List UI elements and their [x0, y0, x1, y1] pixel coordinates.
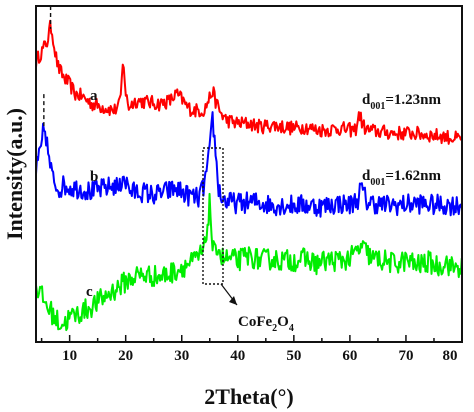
cofe2o4-highlight-box	[202, 147, 224, 285]
series-layer	[36, 19, 462, 332]
x-tick-label: 70	[398, 348, 413, 364]
x-tick-label: 60	[342, 348, 357, 364]
x-tick-label: 80	[443, 348, 458, 364]
d-spacing-a: d001=1.23nm	[362, 92, 441, 112]
plot-frame	[35, 5, 463, 343]
series-b-label: b	[90, 169, 98, 185]
series-c-line	[36, 192, 462, 332]
x-tick-label: 50	[286, 348, 301, 364]
x-tick-label: 10	[62, 348, 77, 364]
series-a-label: a	[90, 88, 98, 104]
x-tick-label: 40	[230, 348, 245, 364]
series-a-line	[36, 19, 462, 145]
series-c-label: c	[86, 284, 93, 300]
cofe2o4-arrow-head	[229, 296, 237, 305]
x-tick-label: 30	[174, 348, 189, 364]
reference-lines	[43, 6, 52, 127]
d-spacing-b: d001=1.62nm	[362, 168, 441, 188]
y-axis-title: Intensity(a.u.)	[2, 108, 27, 240]
x-axis-title: 2Theta(°)	[204, 384, 293, 409]
x-ticks: 10 20 30 40 50 60 70 80	[40, 335, 463, 364]
x-tick-label: 20	[118, 348, 133, 364]
series-b-line	[36, 111, 462, 218]
cofe2o4-label: CoFe2O4	[238, 314, 294, 334]
